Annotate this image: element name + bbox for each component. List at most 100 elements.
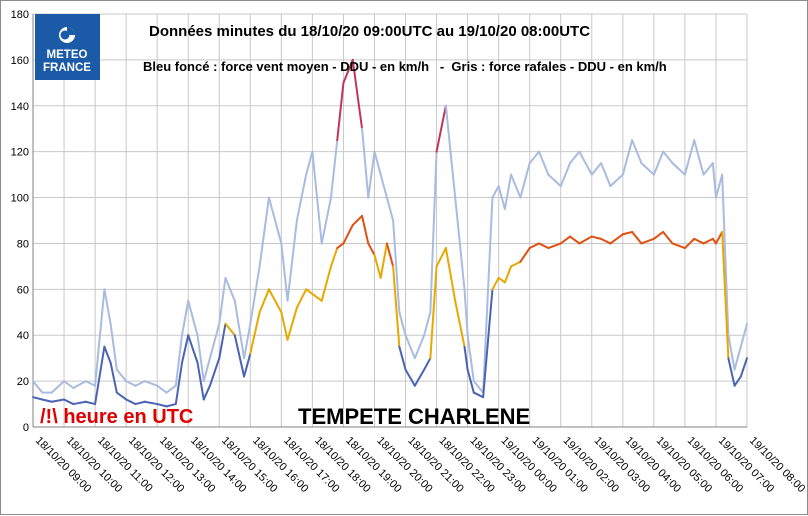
series-segment [280,311,289,341]
series-segment [280,242,289,302]
series-segment [435,104,447,153]
series-segment [72,400,87,406]
series-segment [320,196,333,245]
series-segment [295,173,308,222]
series-segment [94,288,106,387]
series-segment [233,299,246,360]
series-segment [683,139,696,176]
y-tick-label: 180 [11,9,29,21]
y-tick-label: 100 [11,193,29,205]
series-segment [472,391,485,399]
series-segment [711,162,717,199]
series-segment [631,139,643,165]
series-segment [258,288,270,314]
series-segment [609,233,624,245]
y-tick-label: 80 [17,238,29,250]
series-segment [547,173,562,188]
series-segment [174,334,184,387]
series-segment [528,150,541,165]
series-segment [569,150,581,165]
series-segment [463,345,469,371]
x-tick-label: 18/10/20 18:00 [312,435,372,495]
series-segment [503,265,513,284]
series-segment [466,368,475,394]
series-segment [156,403,168,408]
series-force-rafales [32,58,748,394]
series-segment [103,288,112,325]
series-segment [413,334,426,360]
x-tick-label: 18/10/20 21:00 [405,435,465,495]
series-segment [115,368,128,383]
series-segment [482,288,494,399]
series-segment [491,185,500,199]
series-segment [109,322,118,371]
series-segment [510,260,522,268]
series-segment [454,196,466,291]
series-segment [243,352,252,378]
series-segment [423,311,432,337]
x-tick-label: 18/10/20 14:00 [188,435,248,495]
series-segment [143,380,159,387]
logo-line2: FRANCE [43,62,91,74]
series-segment [621,230,634,236]
series-segment [286,219,298,302]
series-segment [491,276,500,291]
y-axis-ticks: 0 20 40 60 80 100 120 140 160 180 [11,9,29,434]
series-segment [569,235,581,245]
series-segment [63,398,75,406]
series-segment [32,380,44,394]
series-segment [63,380,75,389]
series-lines [32,58,748,408]
series-segment [202,357,211,383]
series-segment [379,173,388,199]
series-segment [497,276,506,284]
x-tick-label: 19/10/20 02:00 [561,435,621,495]
series-segment [739,322,748,348]
series-segment [187,299,199,337]
x-tick-label: 18/10/20 13:00 [157,435,217,495]
series-segment [330,247,339,268]
meteo-france-logo: METEO FRANCE [35,14,100,80]
series-segment [631,230,643,245]
series-segment [640,162,655,176]
series-segment [72,380,87,389]
logo-background [35,14,100,80]
series-segment [398,345,407,371]
storm-name: TEMPETE CHARLENE [298,404,530,429]
series-segment [693,237,705,245]
series-segment [435,247,447,268]
series-segment [482,196,494,394]
series-segment [671,242,686,250]
series-segment [733,375,742,387]
series-segment [336,81,345,142]
series-segment [208,322,221,360]
series-segment [392,219,401,314]
series-segment [311,292,323,302]
chart-subtitle: Bleu foncé : force vent moyen - DDU - en… [143,59,667,74]
y-tick-label: 60 [17,284,29,296]
series-segment [50,380,66,394]
series-segment [84,400,97,406]
series-segment [258,196,270,268]
series-segment [538,242,550,250]
series-segment [444,247,457,302]
series-segment [510,173,522,199]
series-segment [466,334,475,383]
series-segment [472,380,485,394]
x-tick-label: 18/10/20 11:00 [95,435,155,495]
x-tick-label: 18/10/20 15:00 [219,435,279,495]
x-tick-label: 18/10/20 22:00 [436,435,496,495]
series-segment [187,334,199,364]
series-segment [134,380,146,387]
series-segment [519,162,531,199]
series-segment [727,334,736,371]
series-segment [267,288,283,314]
series-segment [429,265,438,360]
x-tick-label: 19/10/20 07:00 [716,435,776,495]
series-segment [143,400,159,406]
series-segment [165,384,177,394]
x-tick-label: 19/10/20 01:00 [530,435,590,495]
series-segment [361,214,370,245]
series-segment [404,368,416,387]
series-segment [125,398,137,406]
